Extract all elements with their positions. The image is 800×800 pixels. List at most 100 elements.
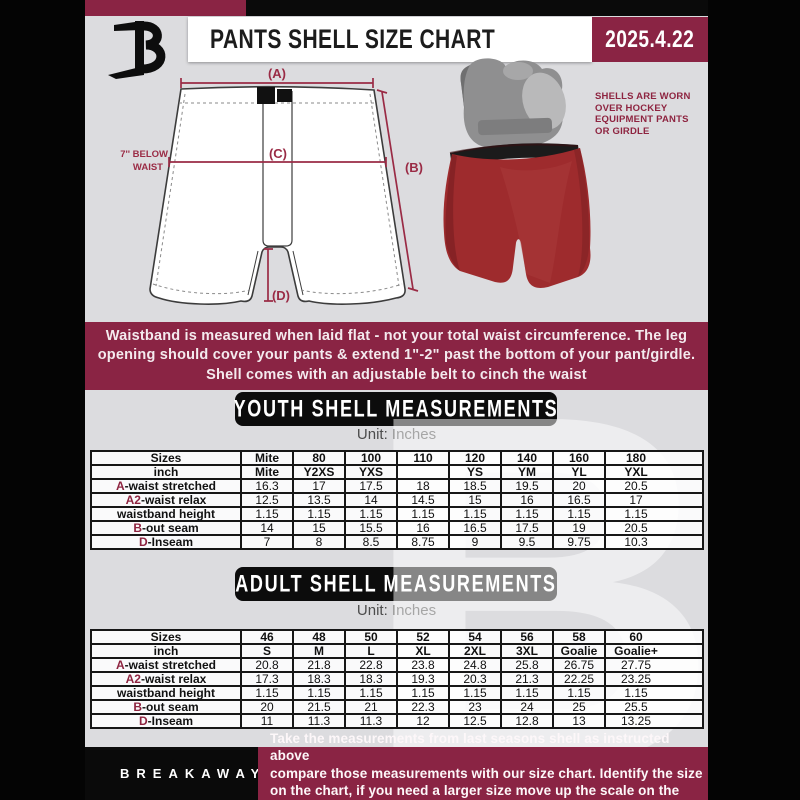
value-cell: 48	[292, 629, 346, 645]
value-cell: 160	[552, 450, 606, 466]
value-cell: 16.5	[448, 520, 502, 536]
youth-unit-label: Unit: Inches	[356, 426, 437, 443]
diagram-label-a: (A)	[268, 66, 286, 81]
value-cell: YS	[448, 464, 502, 480]
value-cell: 21.3	[500, 671, 554, 687]
value-cell: 12	[396, 713, 450, 729]
table-row: D-Inseam 7 8 8.5 8.75 9 9.5 9.75 10.3	[90, 534, 704, 550]
value-cell: 100	[344, 450, 398, 466]
value-cell: 11.3	[344, 713, 398, 729]
value-cell: 16.3	[240, 478, 294, 494]
value-cell: 12.5	[240, 492, 294, 508]
value-cell: 16.5	[552, 492, 606, 508]
value-cell: 19.3	[396, 671, 450, 687]
row-label: B-out seam	[90, 699, 242, 715]
value-cell: 14	[344, 492, 398, 508]
value-cell: YM	[500, 464, 554, 480]
value-cell: 17.5	[344, 478, 398, 494]
shorts-outline	[149, 85, 406, 305]
value-cell: 1.15	[604, 506, 704, 522]
value-cell: 22.25	[552, 671, 606, 687]
below-waist-label-line1: 7'' BELOW	[120, 149, 168, 160]
value-cell: 2XL	[448, 643, 502, 659]
row-label: inch	[90, 643, 242, 659]
value-cell: 17	[604, 492, 704, 508]
footer: BREAKAWAY Take the measurements from las…	[85, 731, 708, 800]
pants-note-line: SHELLS ARE WORN	[595, 91, 691, 102]
value-cell: 10.3	[604, 534, 704, 550]
value-cell: 60	[604, 629, 704, 645]
value-cell: 21	[344, 699, 398, 715]
value-cell: 19	[552, 520, 606, 536]
value-cell: 1.15	[292, 506, 346, 522]
below-waist-label-line2: WAIST	[133, 162, 163, 173]
value-cell: 50	[344, 629, 398, 645]
row-label: A-waist stretched	[90, 478, 242, 494]
value-cell: 1.15	[292, 685, 346, 701]
value-cell: 110	[396, 450, 450, 466]
value-cell: 12.5	[448, 713, 502, 729]
page-title: PANTS SHELL SIZE CHART	[210, 24, 496, 54]
value-cell: 18.5	[448, 478, 502, 494]
value-cell: Mite	[240, 450, 294, 466]
value-cell: 1.15	[396, 685, 450, 701]
footer-note-line: Take the measurements from last seasons …	[270, 730, 670, 764]
value-cell: Goalie+	[604, 643, 704, 659]
value-cell: 180	[604, 450, 704, 466]
youth-section-heading: YOUTH SHELL MEASUREMENTS	[234, 392, 557, 426]
value-cell: Mite	[240, 464, 294, 480]
table-row: A2-waist relax 12.5 13.5 14 14.5 15 16 16.5 17	[90, 492, 704, 508]
value-cell	[396, 464, 450, 480]
value-cell: 1.15	[552, 506, 606, 522]
value-cell: 15	[448, 492, 502, 508]
footer-note-line: on the chart, if you need a larger size …	[270, 783, 680, 799]
value-cell: 16	[396, 520, 450, 536]
value-cell: 1.15	[240, 506, 294, 522]
table-row: inch Mite Y2XS YXS YS YM YL YXL	[90, 464, 704, 480]
value-cell: 21.8	[292, 657, 346, 673]
date-text: 2025.4.22	[605, 25, 695, 53]
footer-brand: BREAKAWAY	[85, 747, 259, 800]
value-cell: 11	[240, 713, 294, 729]
value-cell: 26.75	[552, 657, 606, 673]
value-cell: 8.5	[344, 534, 398, 550]
table-row: Sizes Mite 80 100 110 120 140 160 180	[90, 450, 704, 466]
table-row: B-out seam 14 15 15.5 16 16.5 17.5 19 20.5	[90, 520, 704, 536]
value-cell: 25	[552, 699, 606, 715]
value-cell: 54	[448, 629, 502, 645]
row-label: waistband height	[90, 506, 242, 522]
value-cell: 22.3	[396, 699, 450, 715]
shorts-measurement-diagram: (A) (B) (C) (D) 7'' BELOW WAIST	[120, 66, 423, 305]
value-cell: 27.75	[604, 657, 704, 673]
value-cell: S	[240, 643, 294, 659]
pants-note: SHELLS ARE WORN OVER HOCKEY EQUIPMENT PA…	[595, 91, 708, 137]
value-cell: 19.5	[500, 478, 554, 494]
value-cell: 7	[240, 534, 294, 550]
row-label: inch	[90, 464, 242, 480]
page-title-box: PANTS SHELL SIZE CHART	[188, 17, 592, 62]
value-cell: 13.5	[292, 492, 346, 508]
value-cell: 17	[292, 478, 346, 494]
table-row: inch S M L XL 2XL 3XL Goalie Goalie+	[90, 643, 704, 659]
value-cell: 24	[500, 699, 554, 715]
value-cell: 23.25	[604, 671, 704, 687]
row-label: A2-waist relax	[90, 492, 242, 508]
adult-unit-label: Unit: Inches	[356, 602, 437, 619]
value-cell: 8	[292, 534, 346, 550]
value-cell: 20	[240, 699, 294, 715]
table-row: A-waist stretched 16.3 17 17.5 18 18.5 19.5 20 2…	[90, 478, 704, 494]
adult-section-heading: ADULT SHELL MEASUREMENTS	[235, 567, 557, 601]
value-cell: 20.8	[240, 657, 294, 673]
value-cell: 1.15	[240, 685, 294, 701]
value-cell: 1.15	[448, 685, 502, 701]
value-cell: 8.75	[396, 534, 450, 550]
value-cell: 24.8	[448, 657, 502, 673]
table-row: waistband height 1.15 1.15 1.15 1.15 1.15 1.15…	[90, 506, 704, 522]
hockey-pants-photo	[443, 58, 591, 288]
value-cell: 1.15	[500, 685, 554, 701]
value-cell: 1.15	[552, 685, 606, 701]
value-cell: 23.8	[396, 657, 450, 673]
value-cell: 14.5	[396, 492, 450, 508]
info-banner: Waistband is measured when laid flat - n…	[85, 322, 708, 390]
value-cell: 16	[500, 492, 554, 508]
